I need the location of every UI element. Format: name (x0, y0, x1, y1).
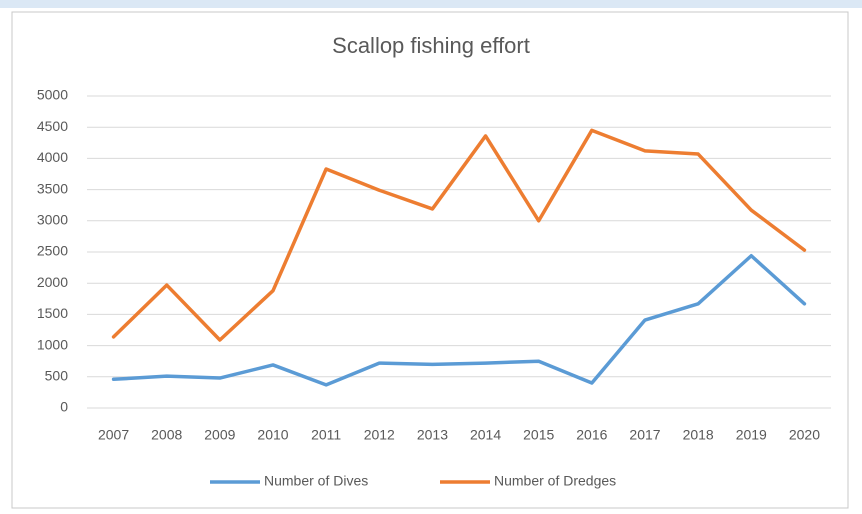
x-tick-label: 2019 (736, 427, 767, 443)
chart-title: Scallop fishing effort (332, 33, 530, 58)
y-tick-label: 1000 (37, 336, 68, 352)
legend-label: Number of Dives (264, 473, 368, 489)
x-tick-label: 2016 (576, 427, 607, 443)
x-tick-label: 2020 (789, 427, 820, 443)
x-tick-label: 2012 (364, 427, 395, 443)
x-tick-label: 2010 (257, 427, 288, 443)
y-tick-label: 4500 (37, 118, 68, 134)
x-tick-label: 2017 (629, 427, 660, 443)
y-tick-label: 1500 (37, 305, 68, 321)
top-strip (0, 0, 862, 8)
y-tick-label: 5000 (37, 87, 68, 103)
y-tick-label: 0 (60, 399, 68, 415)
x-tick-label: 2013 (417, 427, 448, 443)
series-line (111, 253, 807, 387)
y-tick-label: 2000 (37, 274, 68, 290)
x-tick-label: 2014 (470, 427, 501, 443)
legend-label: Number of Dredges (494, 473, 616, 489)
y-tick-label: 3500 (37, 180, 68, 196)
y-tick-label: 4000 (37, 149, 68, 165)
y-tick-label: 2500 (37, 243, 68, 259)
y-tick-label: 500 (45, 368, 69, 384)
x-tick-label: 2018 (683, 427, 714, 443)
y-tick-label: 3000 (37, 212, 68, 228)
x-tick-label: 2007 (98, 427, 129, 443)
x-tick-label: 2011 (311, 427, 341, 443)
x-tick-label: 2015 (523, 427, 554, 443)
chart-frame (11, 11, 849, 509)
series-line (111, 128, 807, 342)
x-tick-label: 2008 (151, 427, 182, 443)
x-tick-label: 2009 (204, 427, 235, 443)
